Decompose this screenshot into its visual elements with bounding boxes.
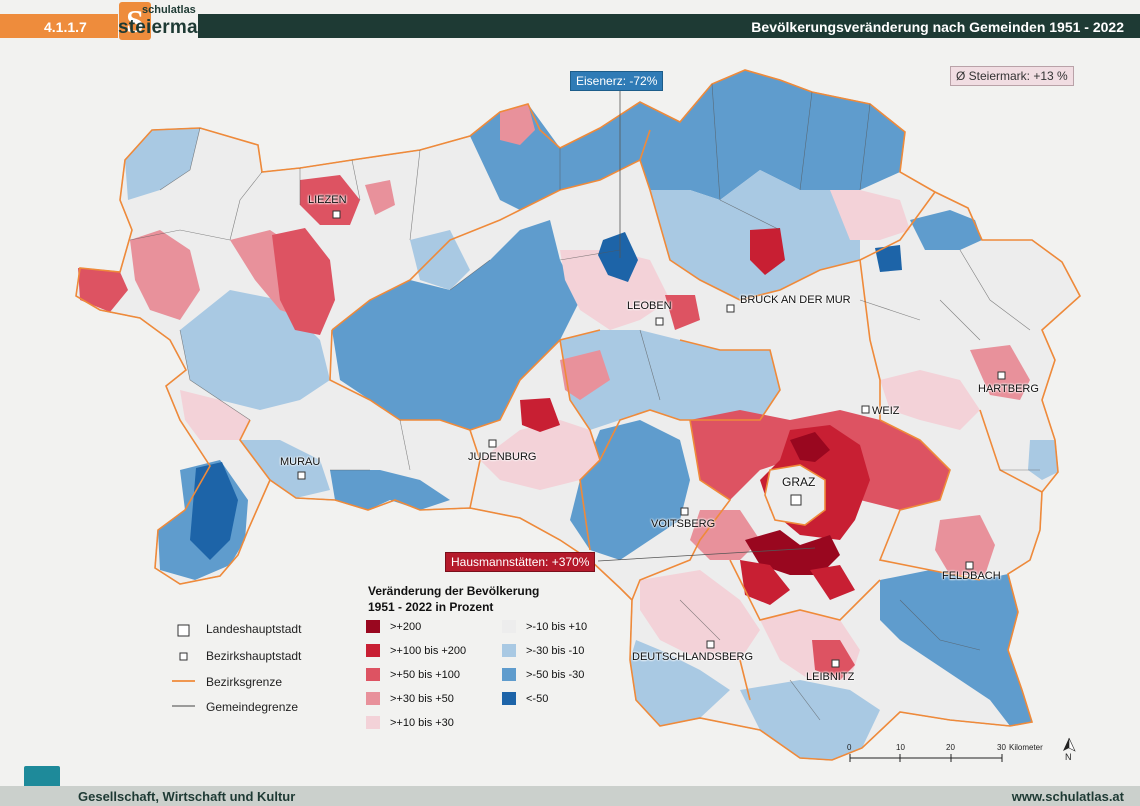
marker-murau	[297, 471, 306, 480]
region-shading	[78, 70, 1058, 760]
legend-district-capital-label: Bezirkshauptstadt	[206, 649, 302, 663]
scale-tick-20: 20	[946, 743, 955, 752]
legend-class-label: >+30 bis +50	[390, 692, 454, 705]
scale-unit: Kilometer	[1009, 743, 1043, 752]
city-label-voitsberg: VOITSBERG	[651, 518, 716, 530]
legend-class-7: >-50 bis -30	[502, 668, 584, 681]
city-label-leoben: LEOBEN	[627, 300, 672, 312]
legend-district-capital-symbol	[179, 652, 188, 661]
map-title: Bevölkerungsveränderung nach Gemeinden 1…	[751, 19, 1124, 35]
north-label: N	[1065, 752, 1072, 762]
legend-class-1: >+100 bis +200	[366, 644, 466, 657]
marker-graz	[790, 494, 802, 506]
city-label-murau: MURAU	[280, 456, 321, 468]
legend-swatch	[366, 644, 380, 657]
legend-class-label: >-10 bis +10	[526, 620, 588, 633]
city-label-liezen: LIEZEN	[308, 194, 347, 206]
city-label-feldbach: FELDBACH	[942, 570, 1001, 582]
scale-tick-0: 0	[847, 743, 852, 752]
legend-title: Veränderung der Bevölkerung 1951 - 2022 …	[368, 583, 539, 615]
north-arrow-icon	[1063, 737, 1076, 752]
legend-capital-symbol	[177, 624, 190, 637]
marker-hartberg	[997, 371, 1006, 380]
legend-class-label: >+200	[390, 620, 422, 633]
legend-class-label: >+10 bis +30	[390, 716, 454, 729]
city-label-weiz: WEIZ	[872, 405, 900, 417]
city-label-leibnitz: LEIBNITZ	[806, 671, 855, 683]
legend-capital-label: Landeshauptstadt	[206, 622, 302, 636]
city-label-bruck: BRUCK AN DER MUR	[740, 294, 851, 306]
callout-average: Ø Steiermark: +13 %	[950, 66, 1074, 86]
legend-class-8: <-50	[502, 692, 548, 705]
logo-letter: S	[119, 2, 151, 40]
footer-section: Gesellschaft, Wirtschaft und Kultur	[78, 789, 296, 804]
legend-swatch	[366, 668, 380, 681]
legend-class-label: <-50	[526, 692, 549, 705]
legend-swatch	[366, 716, 380, 729]
legend-class-6: >-30 bis -10	[502, 644, 584, 657]
scale-tick-30: 30	[997, 743, 1006, 752]
legend-class-label: >-50 bis -30	[526, 668, 585, 681]
legend-class-label: >+50 bis +100	[390, 668, 461, 681]
legend-swatch	[502, 692, 516, 705]
legend-district-border-label: Bezirksgrenze	[206, 675, 283, 689]
callout-hausmannstaetten: Hausmannstätten: +370%	[445, 552, 596, 572]
legend-class-5: >-10 bis +10	[502, 620, 587, 633]
legend-class-3: >+30 bis +50	[366, 692, 454, 705]
logo-small-text: schulatlas	[142, 4, 196, 16]
legend-class-0: >+200	[366, 620, 421, 633]
city-label-deutschlandsberg: DEUTSCHLANDSBERG	[632, 651, 754, 663]
scale-tick-10: 10	[896, 743, 905, 752]
city-label-graz: GRAZ	[782, 475, 816, 489]
marker-liezen	[332, 210, 341, 219]
legend-title-line2: 1951 - 2022 in Prozent	[368, 600, 494, 614]
marker-leoben	[655, 317, 664, 326]
header-title-bar: Bevölkerungsveränderung nach Gemeinden 1…	[198, 14, 1140, 38]
callout-eisenerz: Eisenerz: -72%	[570, 71, 664, 91]
marker-weiz	[861, 405, 870, 414]
legend-class-4: >+10 bis +30	[366, 716, 454, 729]
legend-swatch	[366, 692, 380, 705]
header-code-bar	[0, 14, 118, 38]
legend-class-label: >-30 bis -10	[526, 644, 585, 657]
city-label-judenburg: JUDENBURG	[468, 451, 537, 463]
marker-feldbach	[965, 561, 974, 570]
map-code: 4.1.1.7	[44, 19, 87, 35]
legend-swatch	[366, 620, 380, 633]
legend-swatch	[502, 644, 516, 657]
legend-class-2: >+50 bis +100	[366, 668, 460, 681]
marker-voitsberg	[680, 507, 689, 516]
city-label-hartberg: HARTBERG	[978, 383, 1039, 395]
legend-swatch	[502, 620, 516, 633]
marker-deutschlandsberg	[706, 640, 715, 649]
footer-bar	[0, 786, 1140, 806]
legend-title-line1: Veränderung der Bevölkerung	[368, 584, 540, 598]
legend-class-label: >+100 bis +200	[390, 644, 467, 657]
marker-bruck	[726, 304, 735, 313]
municipal-borders	[129, 83, 1040, 721]
marker-leibnitz	[831, 659, 840, 668]
district-borders	[75, 69, 1081, 761]
marker-judenburg	[488, 439, 497, 448]
scale-bar	[849, 754, 1003, 762]
city-markers	[297, 210, 1006, 668]
footer-url[interactable]: www.schulatlas.at	[1011, 789, 1124, 804]
hausmannstaetten-leader	[597, 547, 816, 562]
legend-swatch	[502, 668, 516, 681]
logo-big-text: steiermark	[118, 17, 217, 38]
legend-municipal-border-label: Gemeindegrenze	[206, 700, 299, 714]
